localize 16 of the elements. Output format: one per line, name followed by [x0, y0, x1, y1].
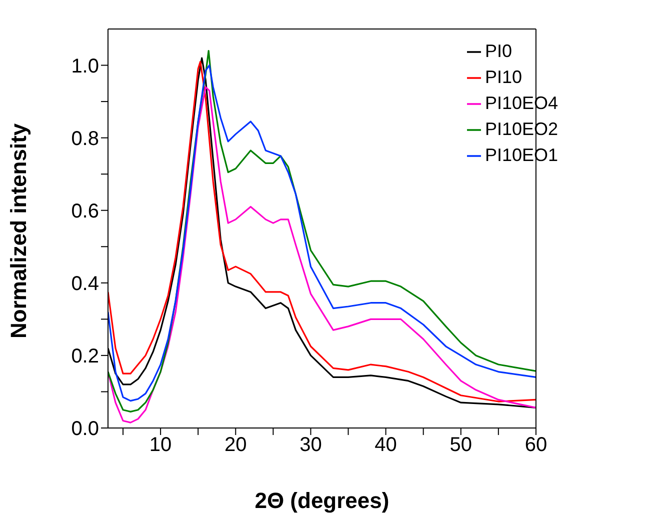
- y-tick-label: 0.2: [71, 346, 99, 368]
- y-axis-title: Normalized intensity: [6, 122, 31, 338]
- legend-label: PI10: [484, 67, 522, 87]
- x-tick-label: 60: [524, 434, 548, 456]
- x-tick-label: 50: [450, 434, 472, 456]
- x-tick-label: 20: [224, 434, 247, 456]
- y-tick-label: 0.4: [71, 273, 99, 296]
- x-tick-label: 10: [149, 434, 172, 456]
- y-tick-label: 1.0: [71, 55, 99, 78]
- y-tick-label: 0.6: [71, 200, 99, 222]
- y-tick-label: 0.0: [71, 418, 99, 440]
- x-tick-label: 30: [300, 434, 322, 456]
- x-axis-title: 2Θ (degrees): [254, 488, 390, 513]
- legend-label: PI0: [484, 41, 512, 61]
- x-tick-label: 40: [374, 434, 397, 456]
- y-tick-label: 0.8: [71, 128, 99, 150]
